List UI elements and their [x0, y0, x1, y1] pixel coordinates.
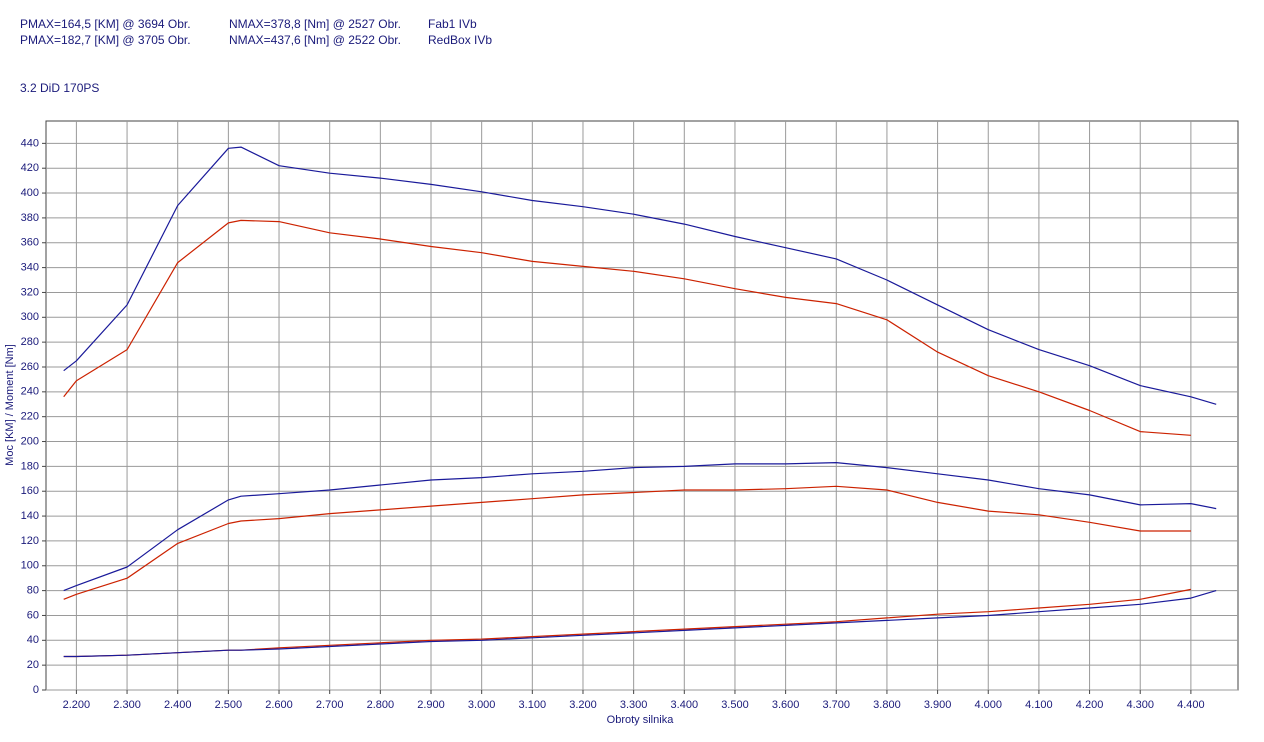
x-tick-label: 2.800	[367, 699, 395, 711]
y-tick-label: 440	[21, 137, 39, 149]
y-tick-label: 260	[21, 361, 39, 373]
x-tick-label: 3.100	[519, 699, 547, 711]
y-tick-label: 380	[21, 212, 39, 224]
y-tick-label: 200	[21, 435, 39, 447]
x-tick-label: 4.100	[1025, 699, 1053, 711]
loss-line	[63, 590, 1217, 658]
torque-line	[63, 146, 1217, 405]
y-tick-label: 220	[21, 411, 39, 423]
x-tick-label: 2.900	[417, 699, 445, 711]
x-tick-label: 2.700	[316, 699, 344, 711]
y-tick-label: 40	[27, 634, 39, 646]
nmax-text: NMAX=378,8 [Nm] @ 2527 Obr.	[229, 17, 401, 31]
y-tick-label: 420	[21, 162, 39, 174]
x-tick-label: 3.400	[671, 699, 699, 711]
y-tick-label: 140	[21, 510, 39, 522]
x-tick-label: 3.900	[924, 699, 952, 711]
y-tick-label: 360	[21, 237, 39, 249]
pmax-text: PMAX=164,5 [KM] @ 3694 Obr.	[20, 17, 191, 31]
y-tick-label: 0	[33, 684, 39, 696]
legend-entry: RedBox IVb	[428, 33, 492, 47]
x-tick-label: 3.800	[873, 699, 901, 711]
x-tick-label: 3.200	[569, 699, 597, 711]
x-tick-label: 4.400	[1177, 699, 1205, 711]
x-tick-label: 3.300	[620, 699, 648, 711]
y-tick-label: 320	[21, 286, 39, 298]
pmax-text: PMAX=182,7 [KM] @ 3705 Obr.	[20, 33, 191, 47]
y-tick-label: 340	[21, 262, 39, 274]
x-tick-label: 3.600	[772, 699, 800, 711]
y-tick-label: 60	[27, 609, 39, 621]
x-tick-label: 3.000	[468, 699, 496, 711]
x-tick-label: 2.600	[265, 699, 293, 711]
x-tick-label: 2.200	[63, 699, 91, 711]
x-tick-label: 4.000	[974, 699, 1002, 711]
x-tick-label: 3.500	[721, 699, 749, 711]
torque-line	[63, 219, 1191, 436]
y-tick-label: 120	[21, 535, 39, 547]
power-line	[63, 485, 1191, 600]
y-tick-label: 180	[21, 460, 39, 472]
x-tick-label: 2.500	[215, 699, 243, 711]
y-tick-label: 80	[27, 585, 39, 597]
power-line	[63, 462, 1217, 592]
x-tick-label: 2.300	[113, 699, 141, 711]
y-tick-label: 100	[21, 560, 39, 572]
y-tick-label: 300	[21, 311, 39, 323]
nmax-text: NMAX=437,6 [Nm] @ 2522 Obr.	[229, 33, 401, 47]
y-tick-label: 280	[21, 336, 39, 348]
y-tick-label: 20	[27, 659, 39, 671]
legend-entry: Fab1 IVb	[428, 17, 477, 31]
x-tick-label: 4.200	[1076, 699, 1104, 711]
y-tick-label: 160	[21, 485, 39, 497]
y-tick-label: 240	[21, 386, 39, 398]
x-tick-label: 3.700	[823, 699, 851, 711]
x-tick-label: 2.400	[164, 699, 192, 711]
x-tick-label: 4.300	[1126, 699, 1154, 711]
x-axis-title: Obroty silnika	[607, 714, 675, 726]
y-tick-label: 400	[21, 187, 39, 199]
plot-area	[45, 120, 1239, 691]
subtitle: 3.2 DiD 170PS	[20, 81, 99, 95]
y-axis-title: Moc [KM] / Moment [Nm]	[4, 344, 16, 466]
